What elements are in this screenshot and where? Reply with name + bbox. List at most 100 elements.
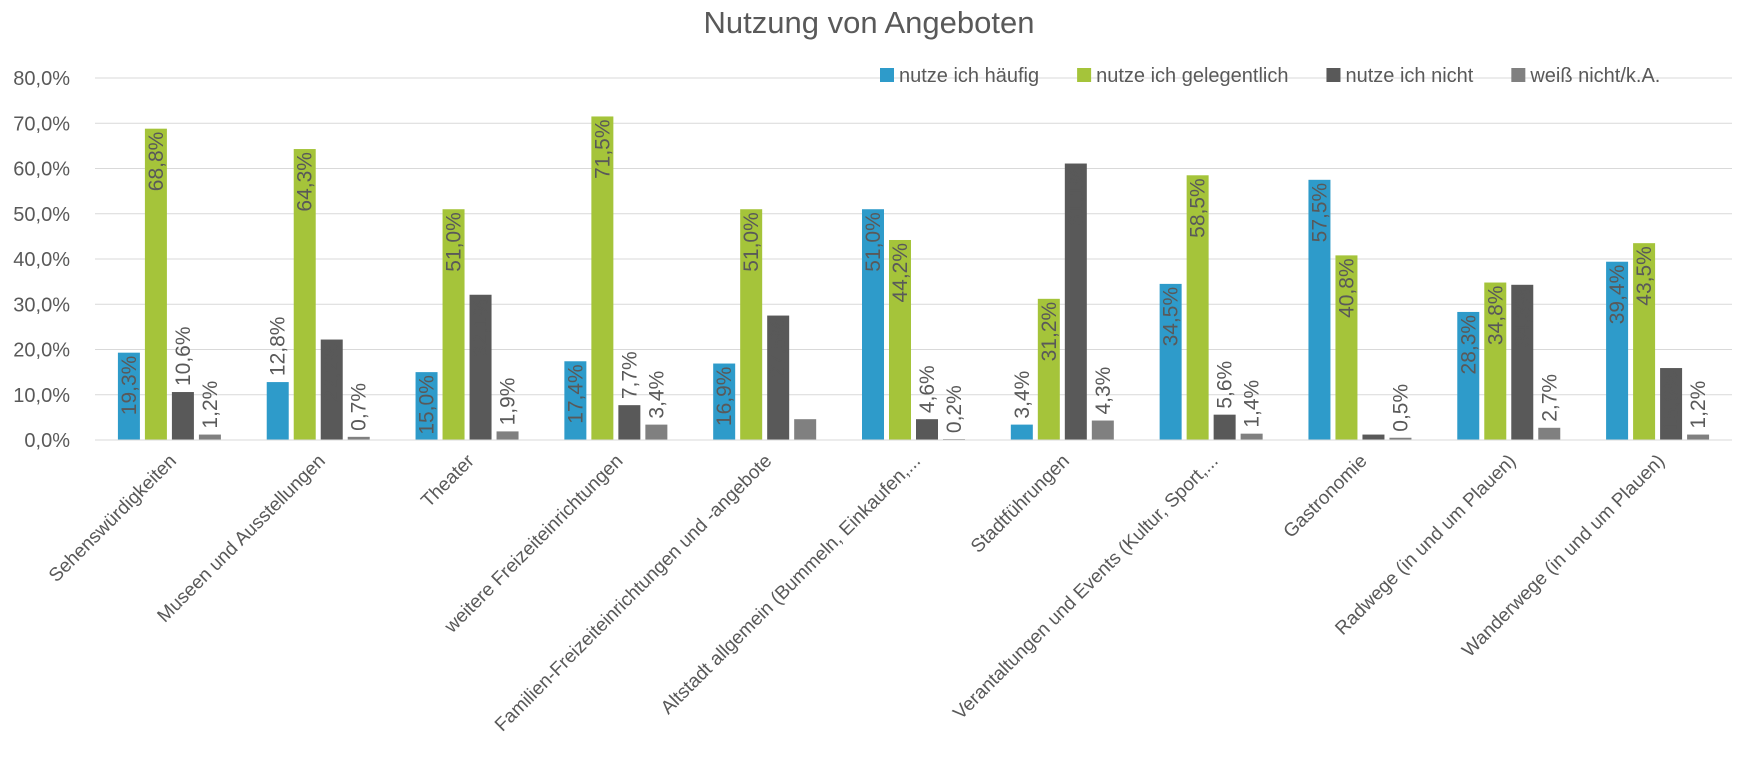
bar <box>889 239 911 440</box>
legend-label: nutze ich häufig <box>899 65 1039 87</box>
data-label: 10,6% <box>172 326 195 386</box>
x-tick-label: Sehenswürdigkeiten <box>45 451 181 587</box>
data-label: 4,6% <box>916 365 939 413</box>
data-label: 51,0% <box>740 212 763 272</box>
data-label: 17,4% <box>564 364 587 424</box>
data-label: 15,9% <box>1660 371 1683 431</box>
data-label: 27,5% <box>767 319 790 379</box>
data-label: 3,4% <box>1011 371 1034 419</box>
bar <box>144 128 167 440</box>
bar <box>740 209 763 440</box>
y-tick-label: 70,0% <box>13 113 70 135</box>
bar <box>171 392 194 440</box>
bar <box>1484 282 1507 440</box>
data-label: 34,8% <box>1484 286 1507 346</box>
data-label: 12,8% <box>267 317 290 377</box>
bar <box>794 419 817 440</box>
data-label: 43,5% <box>1633 246 1656 306</box>
x-tick-label: Theater <box>417 450 479 512</box>
x-tick-label: Stadtführungen <box>967 451 1074 558</box>
bar <box>1389 437 1412 440</box>
bar <box>320 339 343 440</box>
bar <box>1362 434 1385 440</box>
data-label: 44,2% <box>889 243 912 303</box>
y-tick-label: 30,0% <box>13 294 70 316</box>
data-label: 5,6% <box>1214 361 1237 409</box>
data-label: 68,8% <box>145 132 168 192</box>
bar <box>564 361 587 440</box>
bar <box>1660 368 1683 440</box>
bar <box>117 352 140 440</box>
bar <box>198 434 221 440</box>
data-label: 71,5% <box>591 119 614 179</box>
bar <box>645 424 668 440</box>
data-label: 19,3% <box>118 356 141 416</box>
bar <box>1457 311 1480 440</box>
data-label: 2,7% <box>1538 374 1561 422</box>
bar <box>1335 255 1358 440</box>
data-label: 1,9% <box>497 378 520 426</box>
bar <box>442 209 465 440</box>
bar <box>767 315 790 440</box>
x-tick-label: Radwege (in und um Plauen) <box>1331 451 1520 640</box>
data-label: 39,4% <box>1606 265 1629 325</box>
y-tick-label: 60,0% <box>13 159 70 181</box>
data-label: 31,2% <box>1038 302 1061 362</box>
data-label: 34,5% <box>1160 287 1183 347</box>
x-tick-label: Museen und Ausstellungen <box>154 451 330 627</box>
y-tick-label: 20,0% <box>13 340 70 362</box>
bar <box>713 363 736 440</box>
bar <box>1308 179 1331 440</box>
bar <box>1633 243 1656 440</box>
data-label: 1,2% <box>1687 381 1710 429</box>
bar <box>1687 434 1710 440</box>
x-tick-label: Verantaltungen und Events (Kultur, Sport… <box>949 451 1222 724</box>
bar <box>1213 414 1236 440</box>
legend-label: weiß nicht/k.A. <box>1529 65 1660 87</box>
data-label: 64,3% <box>294 152 317 212</box>
data-label: 57,5% <box>1308 183 1331 243</box>
bar <box>469 294 492 440</box>
bar <box>1091 420 1114 440</box>
bar <box>293 149 316 441</box>
bar <box>1064 163 1087 440</box>
bar <box>1037 298 1060 440</box>
bar <box>266 382 289 440</box>
data-label: 4,3% <box>1092 367 1115 415</box>
y-tick-label: 40,0% <box>13 249 70 271</box>
data-label: 3,4% <box>645 371 668 419</box>
legend-swatch <box>1511 68 1526 82</box>
bar <box>347 436 370 440</box>
y-tick-label: 10,0% <box>13 385 70 407</box>
y-tick-label: 0,0% <box>24 430 70 452</box>
data-label: 15,0% <box>416 375 439 435</box>
data-label: 40,8% <box>1335 258 1358 318</box>
data-label: 32,1% <box>470 298 493 358</box>
bar <box>1186 175 1209 440</box>
data-label: 0,5% <box>1389 384 1412 432</box>
x-tick-label: weitere Freizeiteinrichtungen <box>440 451 627 638</box>
data-label: 34,3% <box>1511 288 1534 348</box>
data-label: 0,2% <box>943 385 966 433</box>
bar <box>1010 424 1033 440</box>
data-label: 61,1% <box>1065 167 1088 227</box>
bar <box>618 405 641 440</box>
chart-title: Nutzung von Angeboten <box>704 5 1035 40</box>
data-label: 7,7% <box>618 351 641 399</box>
bar <box>1240 433 1263 440</box>
bar <box>591 116 614 441</box>
data-label: 16,9% <box>713 367 736 427</box>
data-label: 1,4% <box>1241 380 1264 428</box>
data-label: 51,0% <box>862 212 885 272</box>
y-tick-label: 50,0% <box>13 204 70 226</box>
data-label: 22,2% <box>321 343 344 403</box>
legend-label: nutze ich nicht <box>1345 65 1473 87</box>
data-label: 51,0% <box>443 212 466 272</box>
bar <box>916 419 938 440</box>
x-tick-label: Familien-Freizeiteinrichtungen und -ange… <box>491 451 776 736</box>
legend-swatch <box>880 68 894 82</box>
bar <box>415 372 438 440</box>
bar <box>1159 283 1182 440</box>
legend-label: nutze ich gelegentlich <box>1096 65 1288 87</box>
